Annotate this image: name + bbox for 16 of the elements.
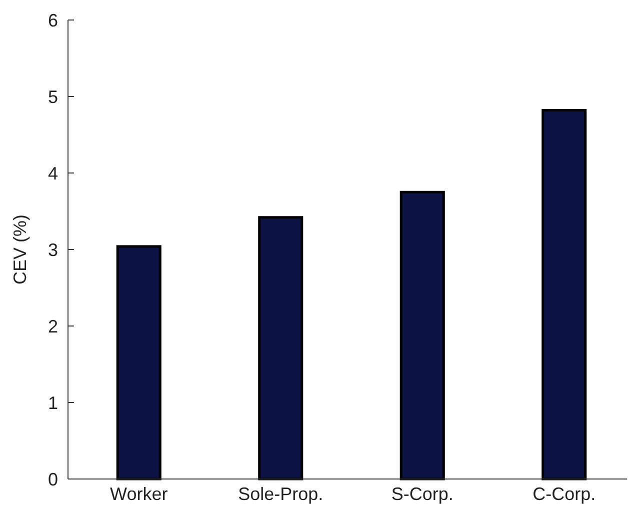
y-tick-label: 3: [48, 240, 58, 260]
y-tick-label: 2: [48, 316, 58, 336]
bar: [542, 109, 587, 480]
x-tick-label: Worker: [110, 484, 168, 504]
bar: [400, 190, 445, 480]
x-tick-label: C-Corp.: [532, 484, 596, 504]
y-tick-label: 5: [48, 86, 58, 107]
bar: [258, 216, 304, 480]
y-tick-label: 4: [48, 163, 58, 184]
bar: [116, 245, 162, 480]
x-tick-label: Sole-Prop.: [238, 484, 324, 504]
y-tick-label: 6: [48, 10, 58, 30]
y-tick-label: 0: [48, 469, 58, 490]
y-axis-title: CEV (%): [10, 214, 30, 285]
x-tick-label: S-Corp.: [391, 484, 454, 504]
y-tick-label: 1: [48, 392, 58, 413]
